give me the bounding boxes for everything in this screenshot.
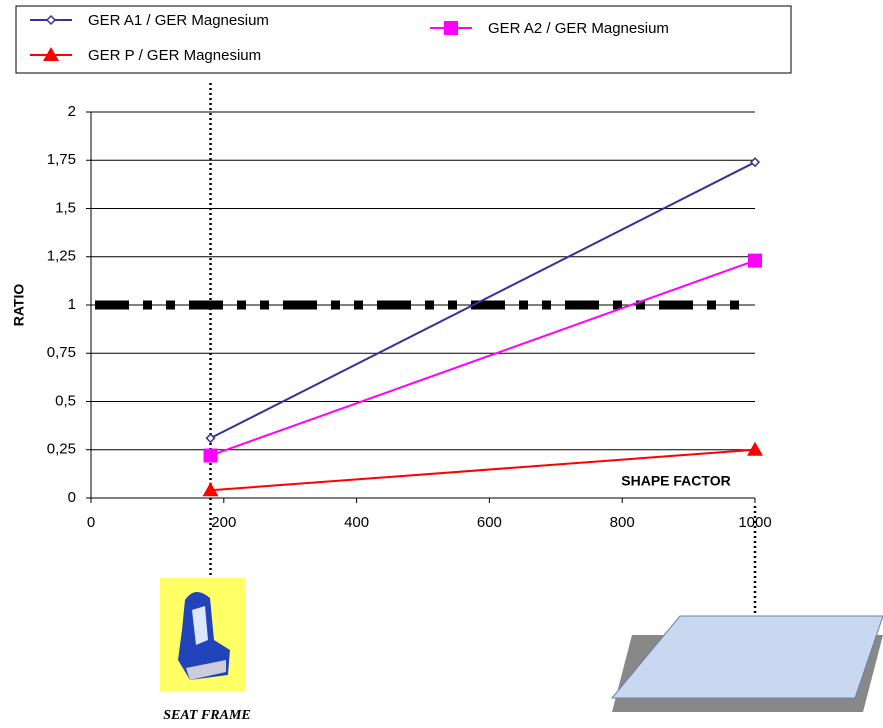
series-line bbox=[211, 162, 755, 438]
seat-image bbox=[160, 578, 245, 692]
y-tick-label: 1 bbox=[68, 296, 76, 313]
marker bbox=[748, 254, 762, 268]
x-tick-label: 0 bbox=[87, 514, 95, 531]
marker bbox=[204, 449, 218, 463]
x-tick-label: 400 bbox=[344, 514, 369, 531]
y-tick-label: 2 bbox=[68, 103, 76, 120]
caption: SEAT FRAME bbox=[163, 708, 251, 723]
legend-label: GER A1 / GER Magnesium bbox=[88, 12, 269, 29]
legend-marker bbox=[444, 21, 458, 35]
legend-label: GER P / GER Magnesium bbox=[88, 47, 261, 64]
y-tick-label: 0,5 bbox=[55, 392, 76, 409]
series-line bbox=[211, 261, 755, 456]
y-tick-label: 0,25 bbox=[47, 441, 76, 458]
x-tick-label: 800 bbox=[610, 514, 635, 531]
marker bbox=[207, 434, 215, 442]
chart: SEAT FRAME SHAPE FACTOR RATIO 0 0,25 0,5 0,… bbox=[0, 0, 883, 728]
y-tick-label: 0,75 bbox=[47, 344, 76, 361]
x-tick-label: 200 bbox=[211, 514, 236, 531]
y-tick-label: 1,25 bbox=[47, 248, 76, 265]
plate-image bbox=[612, 616, 883, 712]
marker bbox=[747, 442, 763, 456]
x-tick-label: 600 bbox=[477, 514, 502, 531]
marker bbox=[751, 158, 759, 166]
y-tick-label: 1,5 bbox=[55, 199, 76, 216]
y-tick-label: 0 bbox=[68, 489, 76, 506]
x-axis-label: SHAPE FACTOR bbox=[621, 473, 730, 489]
legend-label: GER A2 / GER Magnesium bbox=[488, 20, 669, 37]
y-tick-label: 1,75 bbox=[47, 151, 76, 168]
y-axis-label: RATIO bbox=[11, 284, 27, 327]
